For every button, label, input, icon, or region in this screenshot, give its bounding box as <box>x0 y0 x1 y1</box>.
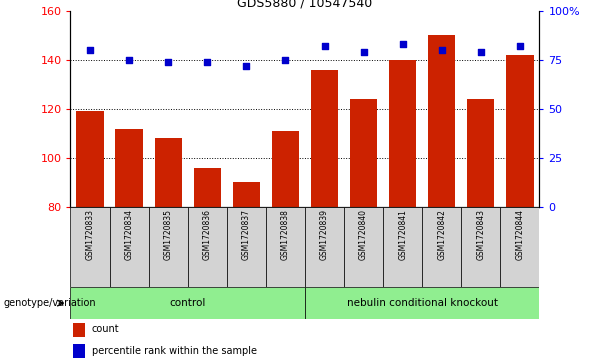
Text: GSM1720839: GSM1720839 <box>320 209 329 260</box>
Bar <box>149 207 188 287</box>
Bar <box>77 111 104 207</box>
Text: control: control <box>170 298 206 308</box>
Point <box>319 43 329 49</box>
Text: GSM1720840: GSM1720840 <box>359 209 368 260</box>
Text: GSM1720838: GSM1720838 <box>281 209 290 260</box>
Bar <box>506 55 533 207</box>
Point <box>85 47 95 53</box>
Text: GSM1720834: GSM1720834 <box>124 209 134 260</box>
Bar <box>383 207 422 287</box>
Text: GSM1720836: GSM1720836 <box>203 209 211 260</box>
Point <box>437 47 447 53</box>
Point <box>281 57 291 63</box>
Text: GSM1720837: GSM1720837 <box>242 209 251 260</box>
Bar <box>462 207 500 287</box>
Bar <box>305 207 344 287</box>
Point <box>359 49 368 55</box>
Text: GSM1720842: GSM1720842 <box>437 209 446 260</box>
Bar <box>350 99 377 207</box>
Bar <box>311 70 338 207</box>
Bar <box>272 131 299 207</box>
Bar <box>344 207 383 287</box>
Bar <box>428 35 455 207</box>
Text: count: count <box>91 325 119 334</box>
Bar <box>188 207 227 287</box>
Text: GSM1720833: GSM1720833 <box>86 209 94 260</box>
Bar <box>110 207 149 287</box>
Text: percentile rank within the sample: percentile rank within the sample <box>91 346 257 356</box>
Bar <box>266 207 305 287</box>
Bar <box>73 344 85 358</box>
Text: GSM1720841: GSM1720841 <box>398 209 407 260</box>
Bar <box>115 129 143 207</box>
Text: genotype/variation: genotype/variation <box>3 298 96 308</box>
Bar <box>467 99 495 207</box>
Bar <box>70 207 110 287</box>
Text: GSM1720843: GSM1720843 <box>476 209 485 260</box>
Bar <box>500 207 539 287</box>
Bar <box>73 323 85 337</box>
Bar <box>227 207 266 287</box>
Bar <box>305 287 539 319</box>
Text: GSM1720835: GSM1720835 <box>164 209 173 260</box>
Point <box>398 41 408 47</box>
Point <box>124 57 134 63</box>
Bar <box>194 168 221 207</box>
Point <box>515 43 525 49</box>
Point <box>476 49 485 55</box>
Text: nebulin conditional knockout: nebulin conditional knockout <box>347 298 498 308</box>
Bar <box>154 138 182 207</box>
Point <box>242 63 251 69</box>
Title: GDS5880 / 10547540: GDS5880 / 10547540 <box>237 0 373 10</box>
Bar <box>70 287 305 319</box>
Bar <box>389 60 416 207</box>
Bar <box>233 182 260 207</box>
Bar <box>422 207 462 287</box>
Point <box>202 59 212 65</box>
Text: GSM1720844: GSM1720844 <box>516 209 524 260</box>
Point <box>163 59 173 65</box>
